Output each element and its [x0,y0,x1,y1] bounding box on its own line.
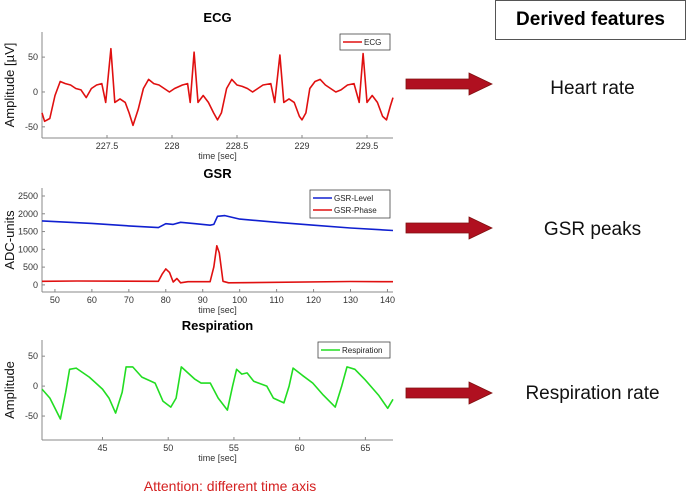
x-tick-label: 110 [269,295,283,305]
legend-label: GSR-Phase [334,206,377,215]
signal-charts: ECG 227.5 228 228.5 229 229.5 -50 0 50 time [sec]… [2,10,395,463]
arrow-right-icon [405,216,493,240]
chart-title: Respiration [182,318,254,333]
legend-box [339,33,391,51]
x-tick-label: 228.5 [226,141,249,151]
y-tick-label: 2500 [18,191,38,201]
y-tick-label: -50 [25,122,38,132]
series-line-respiration [41,366,394,420]
derived-features-label: Derived features [516,9,665,30]
legend-box [309,189,391,219]
x-tick-label: 229 [294,141,309,151]
x-tick-label: 90 [198,295,208,305]
y-tick-label: 2000 [18,209,38,219]
x-axis-label: time [sec] [198,305,237,315]
legend-label: ECG [364,38,381,47]
legend-label: GSR-Level [334,194,373,203]
x-axis-label: time [sec] [198,453,237,463]
chart-title: GSR [203,166,232,181]
x-tick-label: 45 [97,443,107,453]
attention-note: Attention: different time axis [143,478,317,494]
x-tick-label: 55 [229,443,239,453]
x-tick-label: 140 [380,295,395,305]
x-tick-label: 50 [50,295,60,305]
y-axis-label: Amplitude [2,361,17,419]
derived-features-header: Derived features [495,0,686,40]
chart-title: ECG [203,10,231,25]
y-tick-label: 50 [28,52,38,62]
x-tick-label: 228 [164,141,179,151]
feature-respiration-rate: Respiration rate [525,383,660,404]
x-tick-label: 50 [163,443,173,453]
x-tick-label: 227.5 [96,141,119,151]
y-tick-label: 1500 [18,227,38,237]
y-tick-label: 1000 [18,244,38,254]
x-tick-label: 65 [360,443,370,453]
x-tick-label: 100 [232,295,247,305]
y-axis-label: ADC-units [2,210,17,270]
legend-label: Respiration [342,346,382,355]
series-line-gsr-phase [41,245,394,284]
feature-heart-rate: Heart rate [550,78,635,99]
y-tick-label: 0 [33,87,38,97]
feature-gsr-peaks: GSR peaks [543,219,642,240]
x-tick-label: 60 [295,443,305,453]
series-line-gsr-level [41,214,394,232]
x-tick-label: 60 [87,295,97,305]
x-tick-label: 130 [343,295,358,305]
x-tick-label: 229.5 [356,141,379,151]
y-tick-label: -50 [25,411,38,421]
x-tick-label: 80 [161,295,171,305]
y-tick-label: 500 [23,262,38,272]
y-tick-label: 0 [33,280,38,290]
x-tick-label: 120 [306,295,321,305]
y-tick-label: 0 [33,381,38,391]
x-axis-label: time [sec] [198,151,237,161]
x-tick-label: 70 [124,295,134,305]
y-tick-label: 50 [28,351,38,361]
y-axis-label: Amplitude [µV] [2,43,17,128]
legend-box [317,341,391,359]
arrow-right-icon [405,72,493,96]
series-line-ecg [41,47,394,127]
arrow-right-icon [405,381,493,405]
